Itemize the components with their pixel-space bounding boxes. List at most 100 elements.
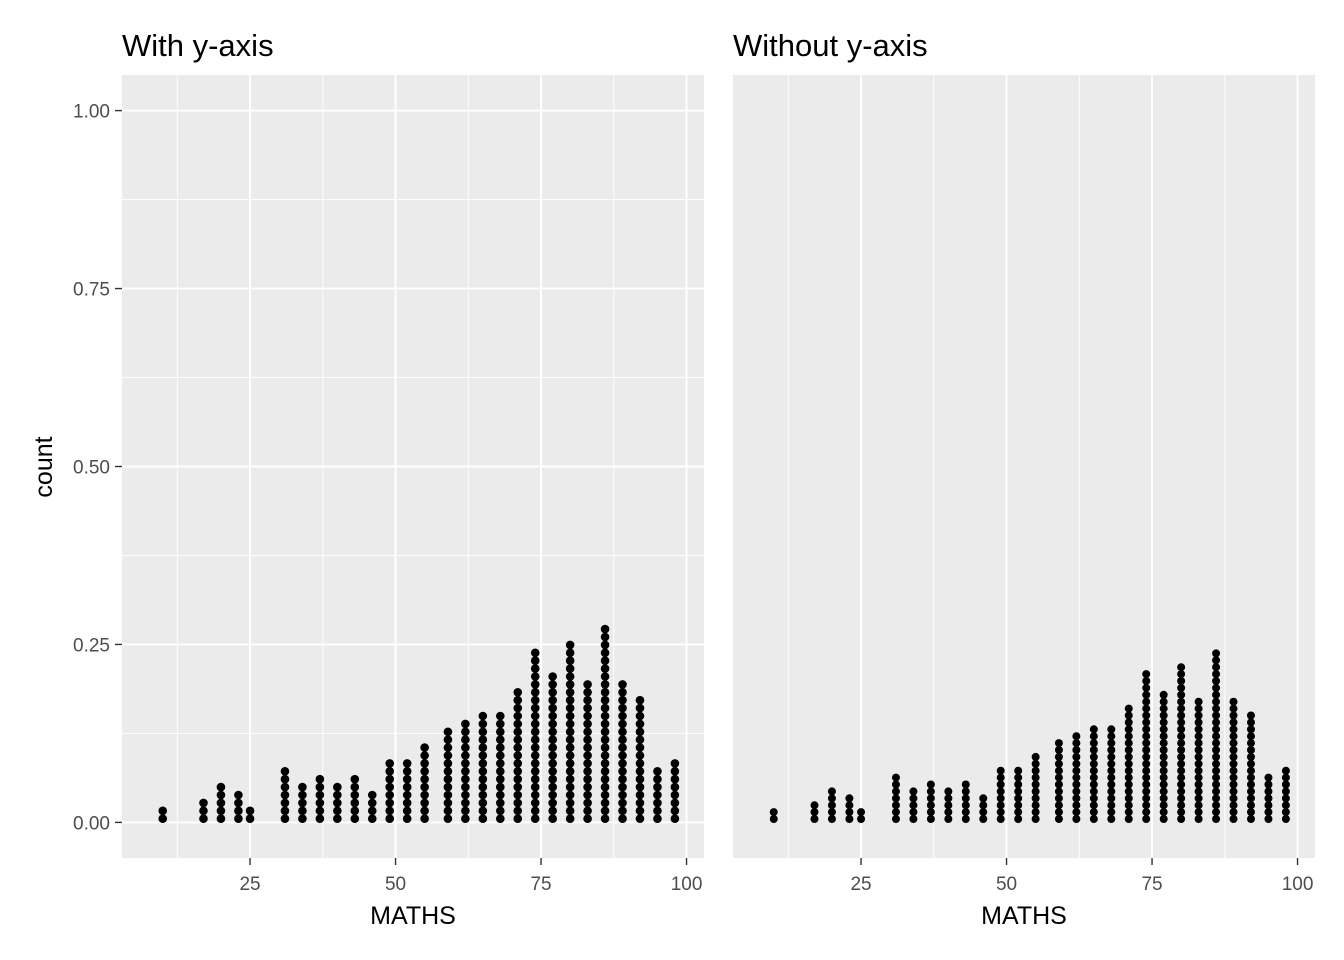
dot-74-15 xyxy=(1142,711,1151,720)
dot-52-5 xyxy=(1014,780,1023,789)
dot-59-1 xyxy=(1054,808,1063,817)
dot-55-7 xyxy=(1031,766,1040,775)
dot-59-6 xyxy=(1054,773,1063,782)
dot-68-9 xyxy=(496,743,505,752)
dot-71-11 xyxy=(513,727,523,737)
dot-86-8 xyxy=(1212,759,1221,768)
dot-92-10 xyxy=(635,735,645,744)
dot-62-6 xyxy=(461,767,470,776)
dot-62-6 xyxy=(1072,773,1081,782)
dot-71-4 xyxy=(1124,787,1133,796)
dot-92-6 xyxy=(635,767,645,776)
dot-37-5 xyxy=(315,774,325,784)
dot-55-5 xyxy=(420,774,429,784)
y-axis-title-left: count xyxy=(30,436,58,497)
dot-80-1 xyxy=(1177,808,1186,817)
dot-74-5 xyxy=(530,774,540,784)
dot-74-4 xyxy=(1142,787,1151,796)
dot-55-4 xyxy=(420,782,429,792)
dot-83-11 xyxy=(1194,739,1203,748)
dot-43-5 xyxy=(350,774,360,784)
dot-95-3 xyxy=(653,790,662,800)
dot-86-18 xyxy=(1212,690,1221,699)
dot-89-15 xyxy=(1229,711,1238,720)
dot-86-9 xyxy=(1212,752,1221,761)
dot-80-21 xyxy=(565,648,575,658)
dot-77-1 xyxy=(1159,808,1168,817)
dot-71-2 xyxy=(1124,801,1133,810)
dot-55-8 xyxy=(420,751,429,760)
dot-43-1 xyxy=(350,806,360,816)
dot-77-14 xyxy=(548,703,557,713)
dot-59-3 xyxy=(1054,794,1063,803)
dot-86-17 xyxy=(1212,697,1221,706)
dot-86-20 xyxy=(600,656,610,665)
dot-86-0 xyxy=(1212,815,1221,823)
dot-83-1 xyxy=(1194,808,1203,817)
dot-37-4 xyxy=(926,787,935,796)
dot-86-6 xyxy=(1212,773,1221,782)
dot-80-18 xyxy=(565,672,575,681)
dot-68-7 xyxy=(1107,766,1116,775)
dot-31-4 xyxy=(280,782,290,792)
dot-71-14 xyxy=(513,703,523,713)
dot-74-14 xyxy=(530,703,540,713)
dot-74-16 xyxy=(1142,704,1151,713)
dot-31-1 xyxy=(891,808,900,817)
dot-68-2 xyxy=(496,798,505,808)
dot-40-1 xyxy=(944,808,953,817)
dot-80-7 xyxy=(565,759,575,768)
dot-62-5 xyxy=(1072,780,1081,789)
dot-80-21 xyxy=(1177,670,1186,679)
dot-89-9 xyxy=(618,743,627,752)
dot-20-1 xyxy=(216,806,226,816)
dot-31-3 xyxy=(891,794,900,803)
dot-89-3 xyxy=(618,790,627,800)
dot-65-1 xyxy=(1089,808,1098,817)
dot-92-6 xyxy=(1246,773,1255,782)
dot-80-6 xyxy=(565,767,575,776)
dot-65-13 xyxy=(478,711,488,721)
dot-49-2 xyxy=(385,798,395,808)
dot-68-13 xyxy=(496,711,505,721)
dot-86-2 xyxy=(1212,801,1221,810)
dot-59-9 xyxy=(443,743,453,752)
dot-62-5 xyxy=(461,774,470,784)
dot-80-15 xyxy=(1177,711,1186,720)
dot-23-0 xyxy=(234,814,243,823)
dot-74-8 xyxy=(1142,759,1151,768)
dot-65-2 xyxy=(478,798,488,808)
dot-83-15 xyxy=(1194,711,1203,720)
dot-74-1 xyxy=(530,806,540,816)
dot-71-12 xyxy=(513,719,523,729)
dot-92-7 xyxy=(1246,766,1255,775)
dot-98-2 xyxy=(670,798,680,808)
dot-89-12 xyxy=(1229,732,1238,741)
dot-31-4 xyxy=(891,787,900,796)
dot-68-11 xyxy=(1107,739,1116,748)
dot-59-4 xyxy=(1054,787,1063,796)
dot-77-5 xyxy=(1159,780,1168,789)
x-axis-title-right: MATHS xyxy=(981,902,1067,930)
dot-65-4 xyxy=(478,782,488,792)
dot-92-0 xyxy=(635,814,645,823)
dot-68-9 xyxy=(1107,752,1116,761)
dot-49-4 xyxy=(385,782,395,792)
dot-55-9 xyxy=(420,743,429,752)
dot-59-2 xyxy=(443,798,453,808)
dot-71-7 xyxy=(513,759,523,768)
dot-59-6 xyxy=(443,767,453,776)
dot-62-2 xyxy=(1072,801,1081,810)
dot-83-16 xyxy=(583,688,592,697)
dot-77-5 xyxy=(548,774,557,784)
dot-31-2 xyxy=(891,801,900,810)
dot-92-14 xyxy=(1246,718,1255,727)
dot-74-4 xyxy=(530,782,540,792)
dot-37-0 xyxy=(315,814,325,823)
dot-80-20 xyxy=(1177,677,1186,685)
dot-92-13 xyxy=(635,711,645,721)
dot-62-4 xyxy=(461,782,470,792)
dot-74-18 xyxy=(530,672,540,681)
dot-62-10 xyxy=(1072,746,1081,754)
